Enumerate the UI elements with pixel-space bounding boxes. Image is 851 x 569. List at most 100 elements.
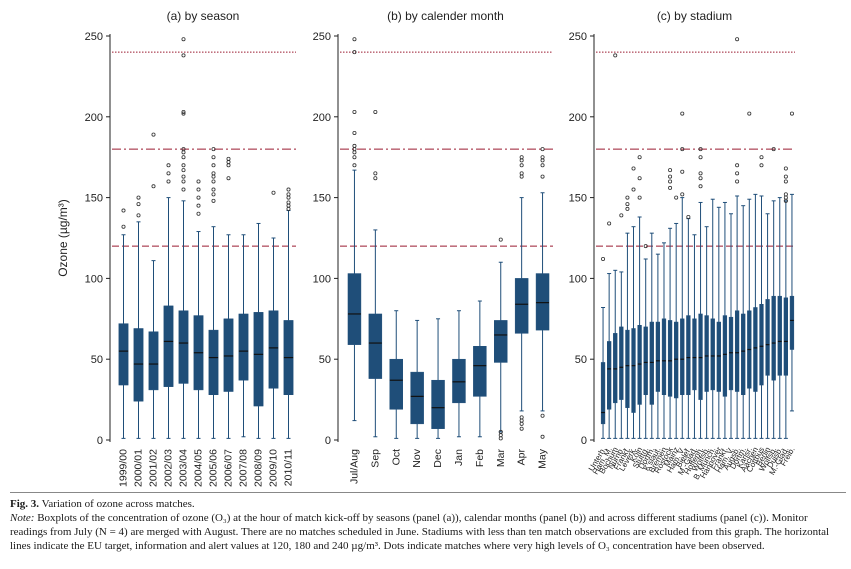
iqr-box — [759, 304, 764, 386]
outlier-point — [680, 147, 685, 152]
outlier-point — [151, 184, 156, 189]
outlier-point — [637, 176, 642, 181]
outlier-point — [151, 132, 156, 137]
outlier-point — [698, 171, 703, 176]
outlier-point — [519, 171, 524, 176]
outlier-point — [196, 203, 201, 208]
outlier-point — [519, 418, 524, 423]
outlier-point — [540, 158, 545, 163]
x-tick-label: 2008/09 — [253, 449, 265, 487]
outlier-point — [498, 436, 503, 441]
outlier-point — [789, 111, 794, 116]
outlier-point — [181, 109, 186, 114]
outlier-point — [136, 202, 141, 207]
iqr-box — [389, 358, 403, 410]
x-tick-label: Apr — [516, 449, 528, 466]
iqr-box — [223, 318, 234, 392]
figure-caption: Fig. 3. Variation of ozone across matche… — [10, 497, 846, 553]
outlier-point — [211, 192, 216, 197]
iqr-box — [619, 326, 624, 400]
outlier-point — [181, 168, 186, 173]
outlier-point — [498, 433, 503, 438]
outlier-point — [181, 155, 186, 160]
y-tick-label: 100 — [569, 273, 587, 285]
iqr-box — [704, 315, 709, 392]
y-tick-label: 200 — [313, 112, 331, 124]
outlier-point — [271, 190, 276, 195]
iqr-box — [716, 321, 721, 392]
y-axis-label: Ozone (µg/m³) — [56, 199, 70, 277]
x-tick-label: Jul/Aug — [348, 449, 360, 484]
outlier-point — [519, 163, 524, 168]
y-tick-label: 150 — [313, 193, 331, 205]
outlier-point — [759, 163, 764, 168]
y-tick-label: 0 — [325, 435, 331, 447]
outlier-point — [121, 208, 126, 213]
iqr-box — [692, 318, 697, 391]
outlier-point — [783, 166, 788, 171]
outlier-point — [181, 174, 186, 179]
outlier-point — [601, 257, 606, 262]
y-tick-label: 250 — [569, 31, 587, 43]
outlier-point — [352, 155, 357, 160]
iqr-box — [686, 315, 691, 396]
x-tick-label: 2007/08 — [238, 449, 250, 487]
x-tick-label: Oct — [390, 449, 402, 465]
x-tick-label: Nov — [411, 448, 423, 467]
iqr-box — [607, 341, 612, 410]
outlier-point — [668, 168, 673, 173]
outlier-point — [211, 179, 216, 184]
outlier-point — [540, 163, 545, 168]
outlier-point — [747, 111, 752, 116]
outlier-point — [668, 185, 673, 190]
iqr-box — [613, 333, 618, 404]
outlier-point — [735, 179, 740, 184]
outlier-point — [286, 195, 291, 200]
iqr-box — [208, 329, 219, 396]
iqr-box — [661, 318, 667, 396]
iqr-box — [133, 328, 144, 402]
y-tick-label: 150 — [569, 193, 587, 205]
outlier-point — [181, 53, 186, 58]
outlier-point — [166, 163, 171, 168]
iqr-box — [667, 320, 673, 397]
iqr-box — [741, 313, 746, 396]
outlier-point — [196, 179, 201, 184]
outlier-point — [181, 179, 186, 184]
iqr-box — [148, 331, 159, 391]
outlier-point — [680, 111, 685, 116]
outlier-point — [286, 203, 291, 208]
x-tick-label: 2010/11 — [283, 449, 295, 486]
y-tick-label: 250 — [85, 31, 103, 43]
figure-label: Fig. 3. — [10, 498, 40, 510]
outlier-point — [668, 179, 673, 184]
iqr-box — [238, 313, 249, 381]
x-tick-label: Jan — [453, 449, 465, 466]
outlier-point — [226, 163, 231, 168]
outlier-point — [519, 174, 524, 179]
outlier-point — [181, 147, 186, 152]
iqr-box — [722, 315, 728, 397]
outlier-point — [352, 130, 357, 135]
outlier-point — [540, 434, 545, 439]
x-tick-label: 2002/03 — [163, 449, 175, 487]
outlier-point — [625, 202, 630, 207]
outlier-point — [519, 158, 524, 163]
x-tick-label: Dec — [432, 449, 444, 468]
outlier-point — [540, 147, 545, 152]
iqr-box — [777, 295, 782, 376]
iqr-box — [771, 295, 776, 381]
outlier-point — [613, 53, 618, 58]
outlier-point — [686, 214, 691, 219]
iqr-box — [783, 297, 788, 376]
outlier-point — [352, 143, 357, 148]
y-tick-label: 0 — [97, 435, 103, 447]
outlier-point — [625, 195, 630, 200]
iqr-box — [410, 371, 424, 425]
outlier-point — [352, 37, 357, 42]
outlier-point — [211, 187, 216, 192]
outlier-point — [759, 155, 764, 160]
outlier-point — [211, 198, 216, 203]
outlier-point — [211, 171, 216, 176]
iqr-box — [789, 295, 795, 350]
